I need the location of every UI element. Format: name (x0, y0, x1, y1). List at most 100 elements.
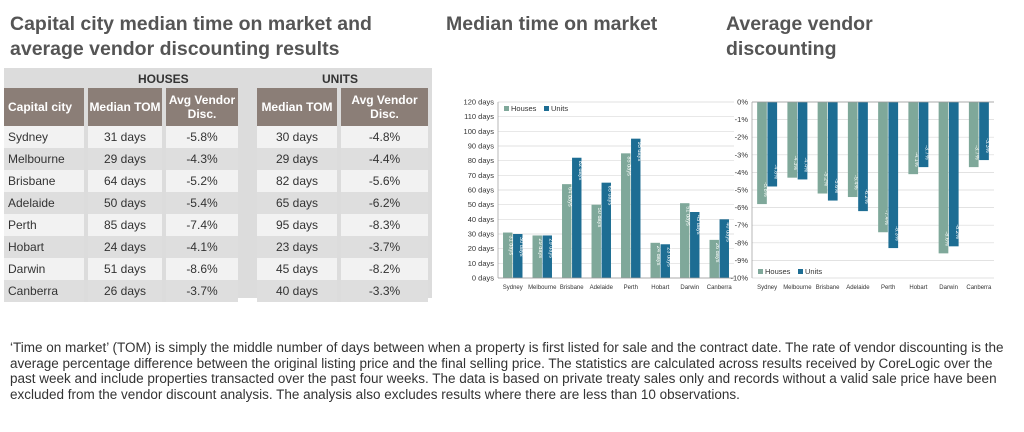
units-bar (572, 157, 582, 278)
data-label: 23 days (665, 247, 671, 267)
houses-tom-cell: 50 days (84, 192, 162, 214)
col-header-units-disc: Avg Vendor Disc. (337, 88, 428, 126)
y-tick-label: -4% (735, 168, 749, 177)
x-tick-label: Brisbane (816, 285, 840, 291)
table-row: 65 days -6.2% (257, 192, 428, 214)
data-label: -8.6% (943, 231, 949, 246)
units-bar (601, 182, 611, 278)
data-label: -3.7% (974, 145, 980, 160)
y-tick-label: 50 days (468, 200, 495, 209)
data-label: 30 days (518, 237, 524, 257)
col-header-units-tom: Median TOM (257, 88, 337, 126)
houses-bar (562, 184, 572, 278)
x-tick-label: Sydney (757, 285, 777, 291)
units-bar (948, 102, 959, 247)
x-tick-label: Adelaide (846, 285, 870, 291)
units-group-label: UNITS (322, 72, 358, 86)
x-tick-label: Perth (624, 285, 638, 291)
data-label: -5.8% (762, 182, 768, 197)
data-label: -6.2% (863, 189, 869, 204)
y-tick-label: 40 days (468, 215, 495, 224)
y-tick-label: -10% (730, 274, 748, 283)
houses-bar (938, 102, 949, 254)
city-cell: Canberra (4, 280, 84, 302)
table-row: 23 days -3.7% (257, 236, 428, 258)
x-tick-label: Darwin (939, 285, 958, 291)
data-label: 85 days (626, 156, 632, 176)
y-tick-label: -3% (735, 150, 749, 159)
units-disc-cell: -5.6% (337, 170, 428, 192)
data-label: -5.4% (853, 175, 859, 190)
units-bar (631, 138, 641, 278)
tom-chart-svg: 0 days 10 days 20 days 30 days 40 days 50 day… (464, 98, 734, 291)
tom-chart-title: Median time on market (446, 13, 658, 35)
houses-bar (878, 102, 888, 233)
houses-table: Capital city Median TOM Avg Vendor Disc.… (4, 88, 238, 302)
y-tick-label: 20 days (468, 244, 495, 253)
legend-label: Units (551, 104, 568, 113)
y-tick-label: -8% (735, 238, 749, 247)
houses-bar (503, 232, 513, 278)
houses-tom-cell: 85 days (84, 214, 162, 236)
units-bar (513, 234, 523, 278)
main-title: Capital city median time on market and a… (10, 13, 372, 60)
houses-disc-cell: -3.7% (162, 280, 238, 302)
houses-bar (650, 242, 660, 278)
y-tick-label: 0 days (472, 274, 494, 283)
units-bar (542, 235, 552, 278)
houses-disc-cell: -7.4% (162, 214, 238, 236)
data-label: -8.2% (954, 224, 960, 239)
table-row: Canberra 26 days -3.7% (4, 280, 238, 302)
y-tick-label: 10 days (468, 259, 495, 268)
table-row: Perth 85 days -7.4% (4, 214, 238, 236)
data-label: -3.3% (984, 138, 990, 153)
table-row: 95 days -8.3% (257, 214, 428, 236)
units-tom-cell: 95 days (257, 214, 337, 236)
x-tick-label: Canberra (707, 285, 733, 291)
houses-disc-cell: -5.8% (162, 126, 238, 148)
units-tom-cell: 29 days (257, 148, 337, 170)
units-bar (827, 102, 838, 201)
units-disc-cell: -4.4% (337, 148, 428, 170)
table-row: 40 days -3.3% (257, 280, 428, 302)
houses-tom-cell: 64 days (84, 170, 162, 192)
units-bar (797, 102, 808, 180)
houses-tom-cell: 26 days (84, 280, 162, 302)
data-label: -8.3% (893, 226, 899, 241)
units-bar (858, 102, 868, 212)
table-row: 82 days -5.6% (257, 170, 428, 192)
city-cell: Brisbane (4, 170, 84, 192)
col-header-city: Capital city (4, 88, 84, 126)
y-tick-label: 120 days (464, 98, 495, 107)
data-label: -4.3% (792, 156, 798, 171)
y-tick-label: -5% (735, 186, 749, 195)
x-tick-label: Adelaide (590, 285, 614, 291)
data-label: -5.2% (822, 172, 828, 187)
y-tick-label: -6% (735, 203, 749, 212)
data-label: -4.8% (772, 164, 778, 179)
data-label: -4.4% (803, 157, 809, 172)
y-tick-label: -1% (735, 115, 749, 124)
x-tick-label: Brisbane (560, 285, 584, 291)
houses-bar (908, 102, 919, 175)
units-disc-cell: -6.2% (337, 192, 428, 214)
legend-swatch (758, 269, 763, 274)
col-header-houses-disc: Avg Vendor Disc. (162, 88, 238, 126)
houses-disc-cell: -8.6% (162, 258, 238, 280)
units-bar (767, 102, 778, 187)
data-label: 26 days (714, 243, 720, 263)
x-tick-label: Melbourne (528, 285, 557, 291)
units-tom-cell: 23 days (257, 236, 337, 258)
houses-disc-cell: -5.4% (162, 192, 238, 214)
table-row: Sydney 31 days -5.8% (4, 126, 238, 148)
y-tick-label: 60 days (468, 186, 495, 195)
data-label: 29 days (547, 238, 553, 258)
y-tick-label: 30 days (468, 230, 495, 239)
y-tick-label: -7% (735, 221, 749, 230)
units-table: Median TOM Avg Vendor Disc. 30 days -4.8%… (257, 88, 428, 302)
data-label: 24 days (655, 246, 661, 266)
houses-disc-cell: -5.2% (162, 170, 238, 192)
houses-tom-cell: 31 days (84, 126, 162, 148)
houses-bar (787, 102, 798, 178)
houses-bar (680, 203, 690, 278)
